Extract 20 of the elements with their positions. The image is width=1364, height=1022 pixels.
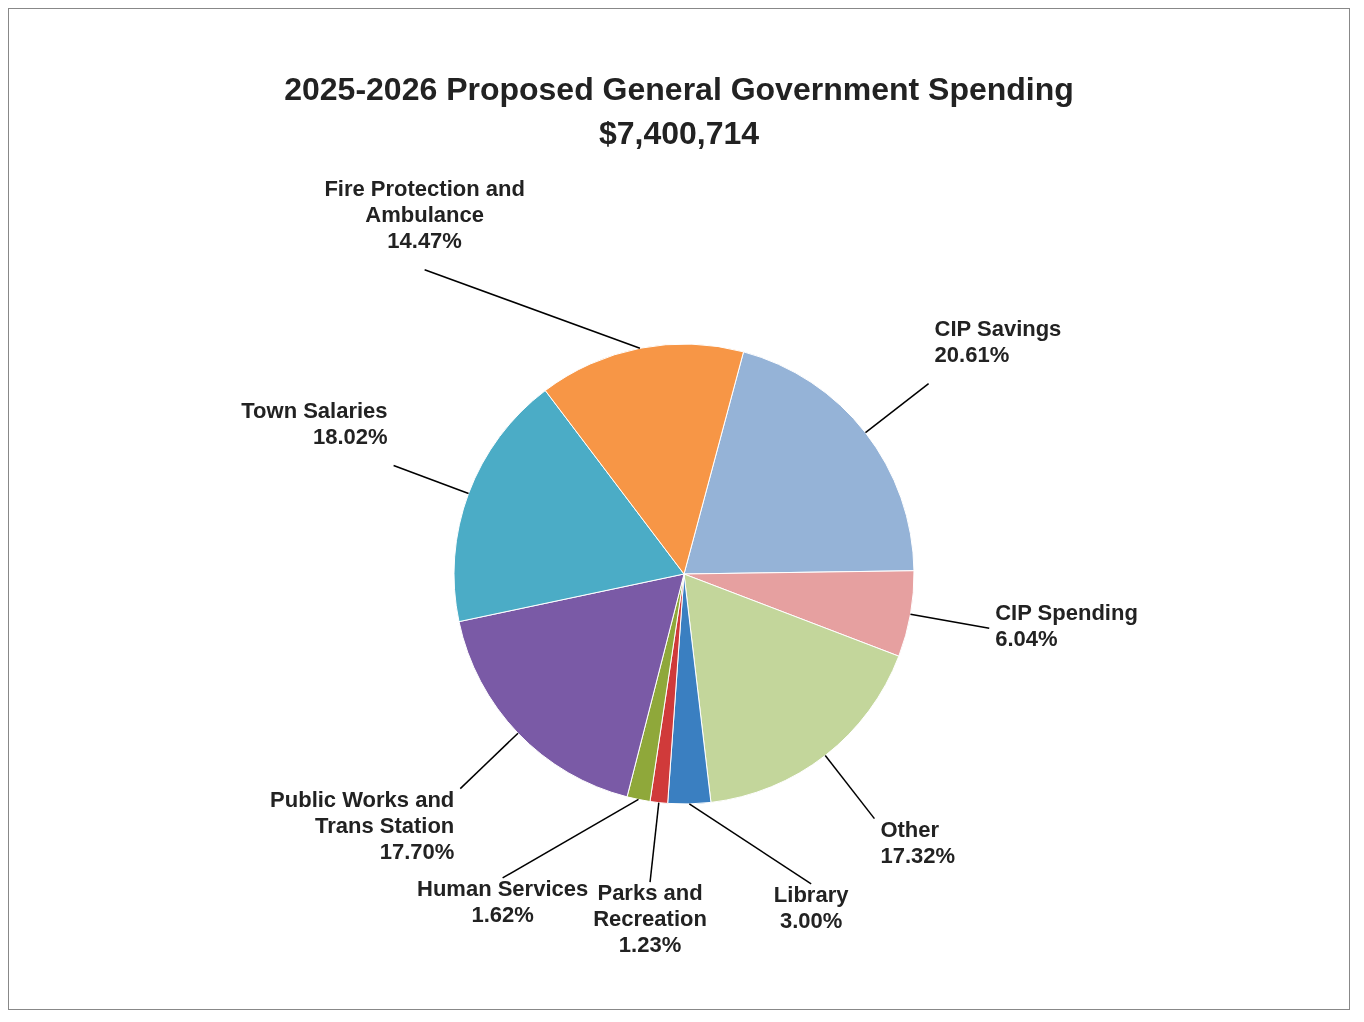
slice-label: Library (773, 881, 850, 907)
data-label: 3.00% (779, 907, 843, 933)
slice-label: Parks and Recreation (593, 880, 707, 932)
slice-label: Other (880, 816, 940, 842)
data-label: 6.04% (995, 626, 1058, 652)
data-label: 14.47% (387, 227, 462, 253)
slice-label: Public Works and Trans Station (270, 786, 455, 838)
data-label: 1.23% (618, 932, 682, 958)
data-label: 18.02% (312, 423, 388, 449)
chart-title: 2025-2026 Proposed General Government Spending (283, 70, 1075, 109)
slice-label: CIP Savings (934, 315, 1062, 341)
slice-label: CIP Spending (995, 600, 1138, 626)
data-label: 17.32% (880, 842, 956, 868)
data-label: 1.62% (471, 901, 534, 927)
slice-label: Human Services (417, 875, 589, 901)
chart-subtitle: $7,400,714 (597, 114, 761, 153)
slice-label: Fire Protection and Ambulance (324, 175, 525, 227)
data-label: 17.70% (379, 838, 455, 864)
slice-label: Town Salaries (241, 397, 388, 423)
data-label: 20.61% (934, 341, 1010, 367)
